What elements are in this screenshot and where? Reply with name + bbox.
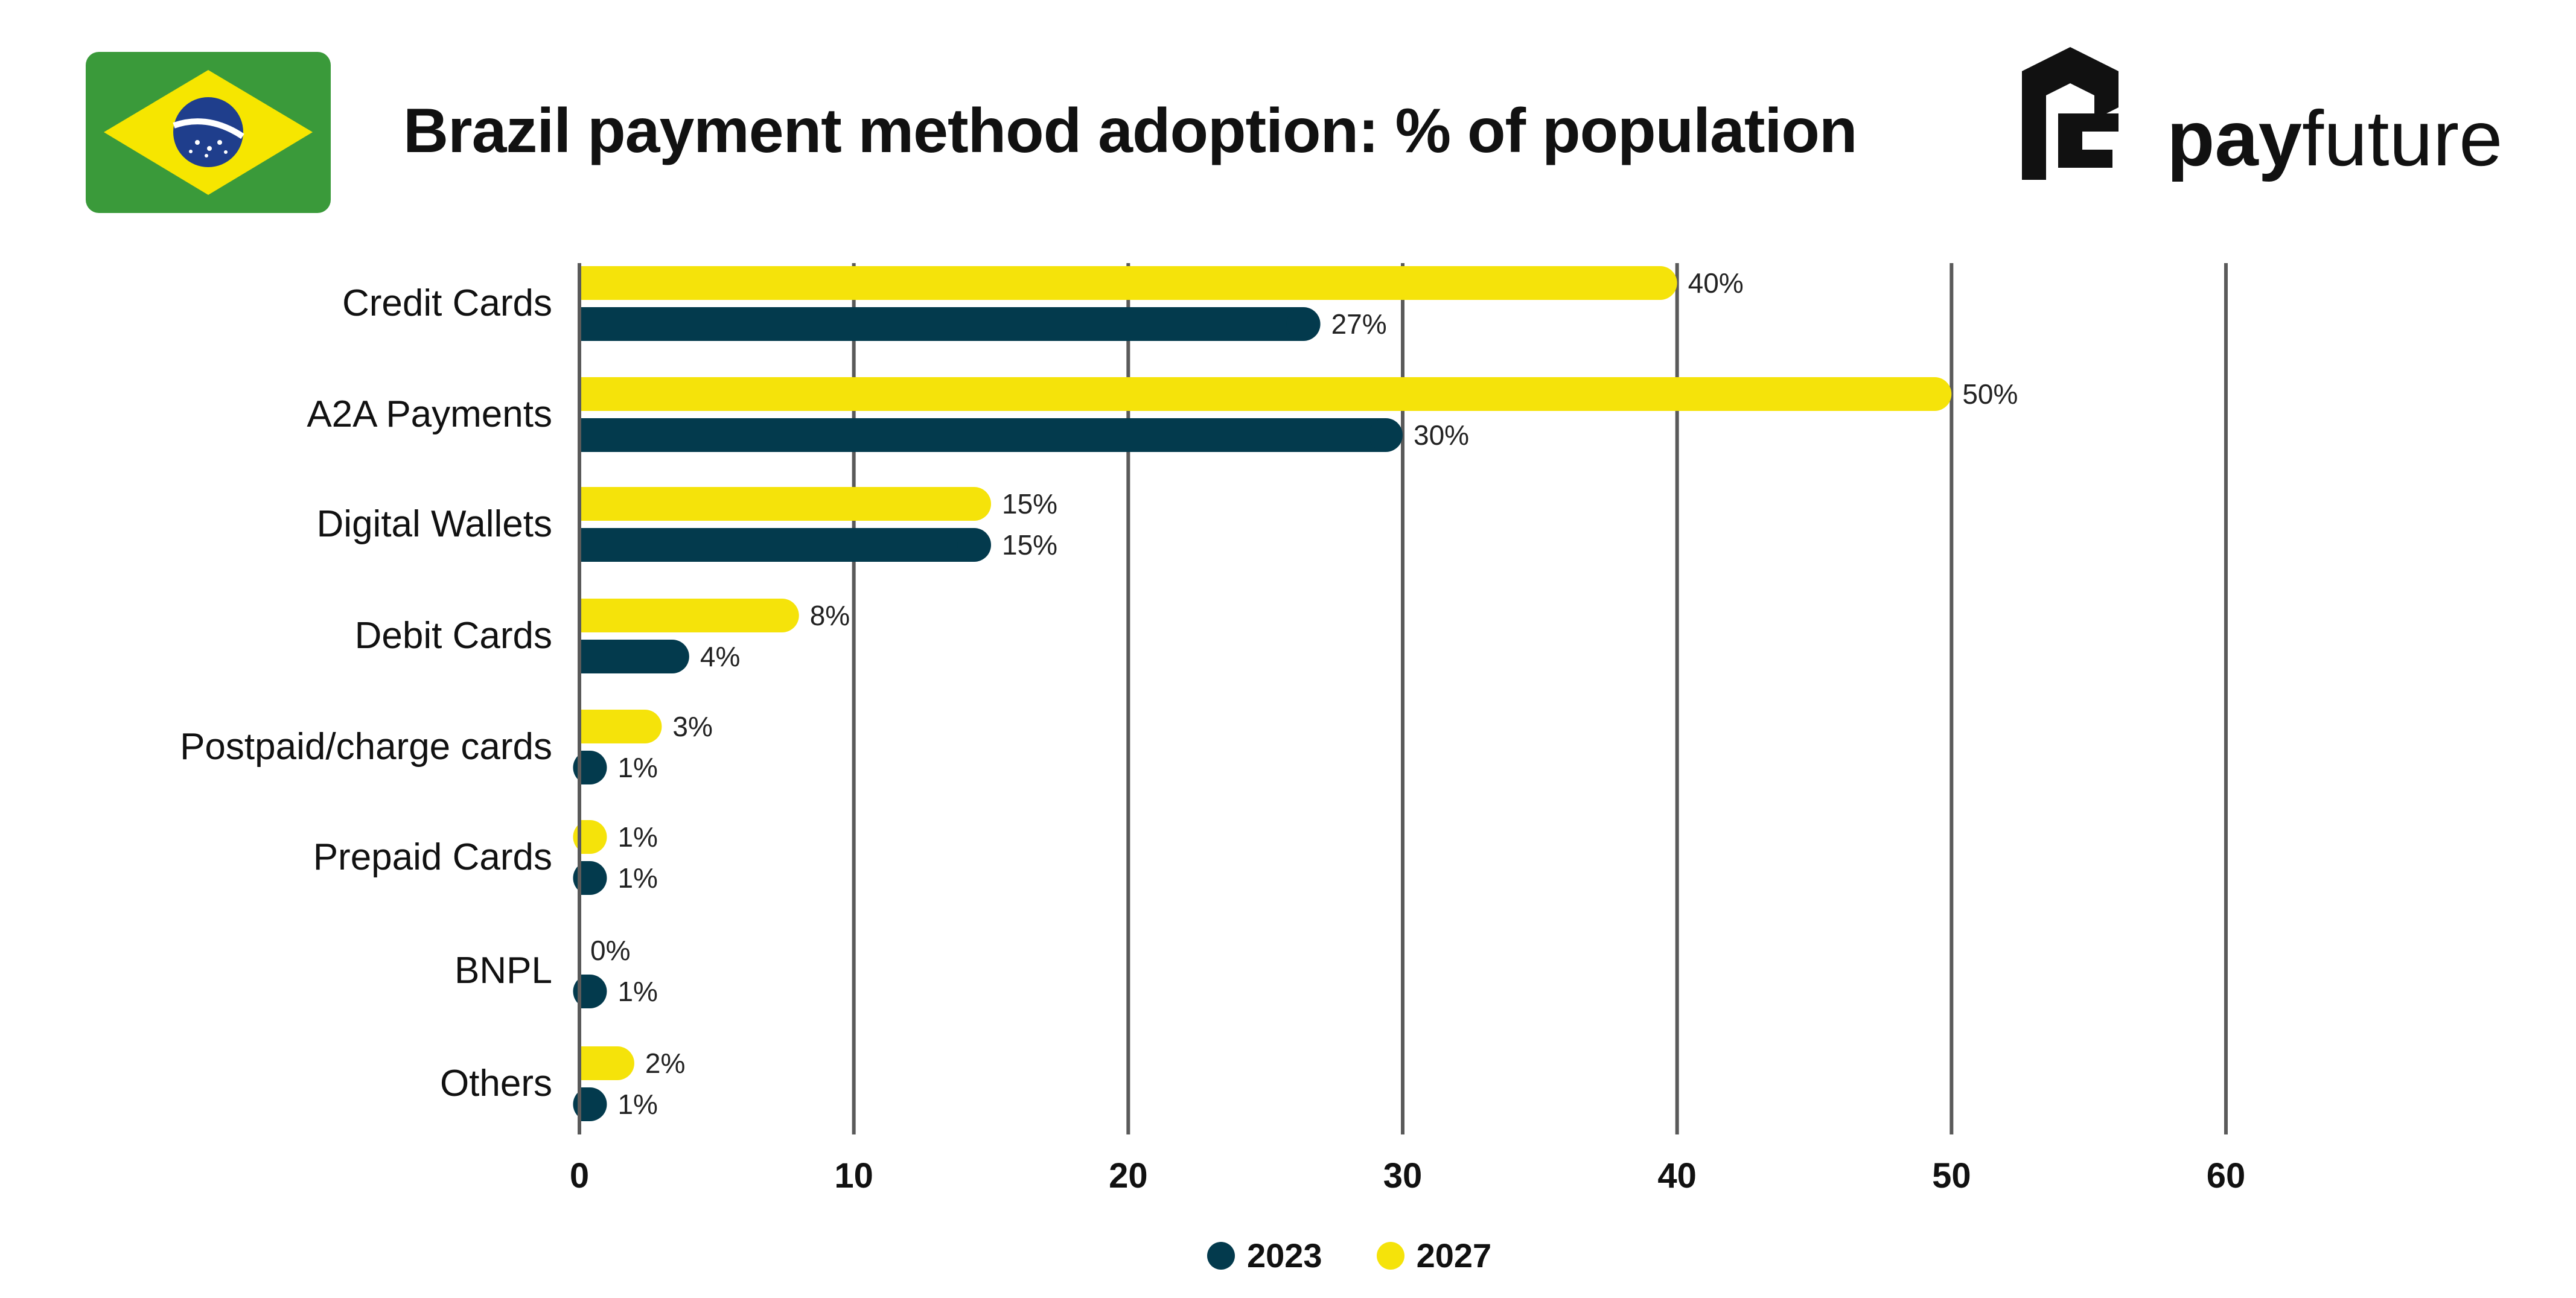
data-label-2023: 1%: [617, 752, 657, 783]
x-tick-label: 0: [570, 1156, 589, 1195]
brazil-flag-icon: [86, 52, 331, 213]
bar-2023-cap: [957, 528, 991, 562]
data-label-2023: 1%: [617, 976, 657, 1007]
payfuture-logo-icon: [2022, 47, 2119, 180]
legend-swatch-2027: [1376, 1241, 1404, 1270]
chart-title: Brazil payment method adoption: % of pop…: [403, 96, 1857, 166]
bar-2027-cap: [1643, 266, 1677, 300]
x-tick-label: 40: [1657, 1156, 1697, 1195]
chart-legend: 2023 2027: [1207, 1236, 1491, 1275]
data-label-2023: 4%: [700, 641, 740, 672]
data-label-2027: 8%: [810, 600, 850, 631]
data-label-2023: 1%: [617, 862, 657, 894]
x-tick-label: 10: [834, 1156, 873, 1195]
bar-2023-cap: [655, 640, 689, 673]
x-tick-label: 50: [1932, 1156, 1971, 1195]
category-label: Postpaid/charge cards: [180, 726, 552, 768]
category-label: BNPL: [454, 950, 552, 991]
category-label: Digital Wallets: [317, 503, 552, 545]
bar-2027-cap: [573, 820, 607, 854]
legend-label-2023: 2023: [1247, 1236, 1322, 1274]
data-label-2027: 40%: [1688, 267, 1744, 299]
bar-2027-shaft: [579, 266, 1660, 300]
x-tick-label: 60: [2207, 1156, 2246, 1195]
category-label: Others: [440, 1063, 552, 1104]
data-label-2027: 3%: [672, 711, 712, 742]
data-label-2027: 1%: [617, 821, 657, 853]
data-label-2027: 15%: [1002, 488, 1057, 520]
category-label: Prepaid Cards: [313, 836, 552, 878]
bar-2027-cap: [628, 710, 662, 743]
category-label: A2A Payments: [307, 393, 552, 435]
bar-2023-cap: [573, 975, 607, 1008]
legend-label-2027: 2027: [1416, 1236, 1492, 1274]
bar-2023-cap: [1286, 307, 1321, 341]
data-label-2023: 27%: [1331, 308, 1387, 340]
legend-item-2027: 2027: [1376, 1236, 1492, 1275]
bar-2023-shaft: [579, 307, 1304, 341]
legend-item-2023: 2023: [1207, 1236, 1322, 1275]
data-label-2027: 0%: [590, 935, 630, 966]
data-label-2023: 30%: [1414, 419, 1469, 451]
category-label: Debit Cards: [355, 615, 552, 657]
data-label-2027: 50%: [1962, 378, 2018, 410]
data-label-2023: 15%: [1002, 529, 1057, 561]
bar-2023-shaft: [579, 528, 974, 562]
bar-2027-cap: [600, 1046, 634, 1080]
bar-2027-shaft: [579, 487, 974, 521]
x-tick-label: 30: [1383, 1156, 1423, 1195]
bar-2027-shaft: [579, 599, 782, 632]
data-label-2027: 2%: [645, 1048, 685, 1079]
bar-2023-shaft: [579, 418, 1386, 452]
x-tick-label: 20: [1109, 1156, 1148, 1195]
bar-2027-shaft: [579, 377, 1935, 411]
category-label: Credit Cards: [342, 282, 552, 324]
logo-text-light: future: [2302, 94, 2503, 182]
legend-swatch-2023: [1207, 1241, 1235, 1270]
logo-text-bold: pay: [2167, 94, 2303, 182]
bar-2023-cap: [573, 1087, 607, 1121]
bar-2027-cap: [765, 599, 799, 632]
bar-2027-cap: [1918, 377, 1952, 411]
bar-2027-cap: [957, 487, 991, 521]
bar-2023-cap: [573, 751, 607, 784]
payfuture-logo: payfuture: [2022, 47, 2565, 186]
bar-2023-cap: [573, 861, 607, 895]
data-label-2023: 1%: [617, 1089, 657, 1120]
bar-2023-cap: [1369, 418, 1403, 452]
